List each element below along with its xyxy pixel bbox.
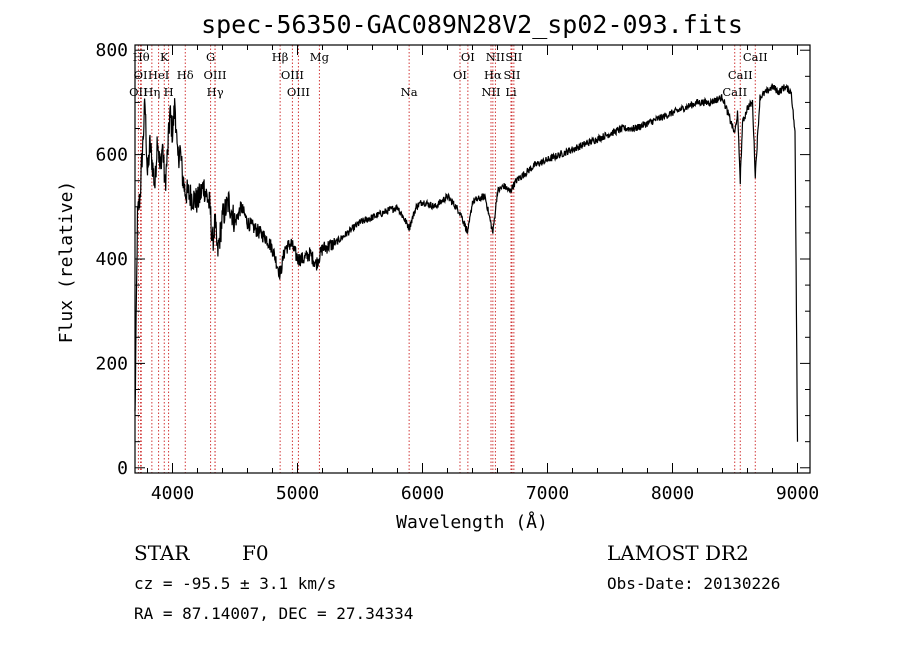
chart-title: spec-56350-GAC089N28V2_sp02-093.fits [201,10,743,39]
y-tick-label: 400 [95,249,128,270]
line-marker-label: OI [134,68,148,82]
y-tick-label: 0 [117,458,128,479]
x-axis-label: Wavelength (Å) [396,511,548,533]
line-marker-label: SII [505,50,522,64]
line-marker-label: NII [486,50,505,64]
x-tick-label: 6000 [401,483,444,504]
coordinates-readout: RA = 87.14007, DEC = 27.34334 [134,604,413,623]
line-marker-label: Li [505,85,517,99]
line-marker-label: NII [481,85,500,99]
plot-frame [134,44,811,474]
object-subclass: F0 [242,541,269,565]
line-marker-label: Hγ [207,85,224,99]
line-marker-label: CaII [743,50,768,64]
line-marker-label: K [160,50,169,64]
spectrum-line [134,83,799,442]
y-tick-label: 800 [95,40,128,61]
x-tick-label: 7000 [526,483,569,504]
line-marker-label: Mg [310,50,330,64]
line-marker-label: OIII [287,85,310,99]
line-marker-label: Hθ [133,50,150,64]
line-marker-label: CaII [722,85,747,99]
line-marker-label: SII [504,68,521,82]
line-marker-label: Na [401,85,418,99]
y-axis-label: Flux (relative) [56,181,77,344]
line-marker-label: Hη [143,85,160,99]
line-marker-label: OIII [203,68,226,82]
line-marker-label: OIII [281,68,304,82]
emission-line-markers [137,45,756,473]
survey-name: LAMOST DR2 [607,541,749,565]
object-class: STAR [134,541,190,565]
y-tick-label: 200 [95,353,128,374]
x-tick-label: 5000 [276,483,319,504]
x-tick-label: 9000 [776,483,819,504]
emission-line-labels: OII OI Hθ Hη HeI K HHδ G OIII Hγ Hβ OIII OIII Mg Na OI O… [129,50,768,99]
line-marker-label: H [164,85,174,99]
redshift-readout: cz = -95.5 ± 3.1 km/s [134,574,336,593]
line-marker-label: OI [453,68,467,82]
line-marker-label: Hδ [177,68,194,82]
line-marker-label: OII [129,85,148,99]
obs-date-readout: Obs-Date: 20130226 [607,574,780,593]
line-marker-label: OI [461,50,475,64]
line-marker-label: G [206,50,215,64]
line-marker-label: Hβ [272,50,289,64]
line-marker-label: CaII [728,68,753,82]
x-axis-ticks: 4000 5000 6000 7000 8000 9000 [147,45,819,504]
y-axis-ticks: 0 200 400 600 800 [95,40,810,479]
x-tick-label: 8000 [651,483,694,504]
line-marker-label: Hα [484,68,502,82]
y-tick-label: 600 [95,145,128,166]
x-tick-label: 4000 [151,483,194,504]
line-marker-label: HeI [148,68,169,82]
